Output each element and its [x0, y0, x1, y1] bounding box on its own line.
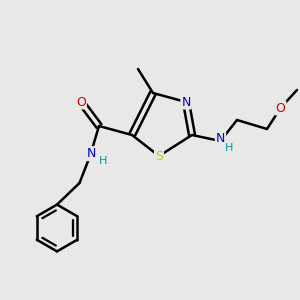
Text: N: N: [87, 147, 96, 160]
Text: N: N: [181, 95, 191, 109]
Text: S: S: [155, 149, 163, 163]
Text: H: H: [225, 142, 234, 153]
Text: H: H: [99, 156, 108, 167]
Text: O: O: [276, 101, 285, 115]
Text: N: N: [216, 132, 225, 145]
Text: O: O: [76, 95, 86, 109]
